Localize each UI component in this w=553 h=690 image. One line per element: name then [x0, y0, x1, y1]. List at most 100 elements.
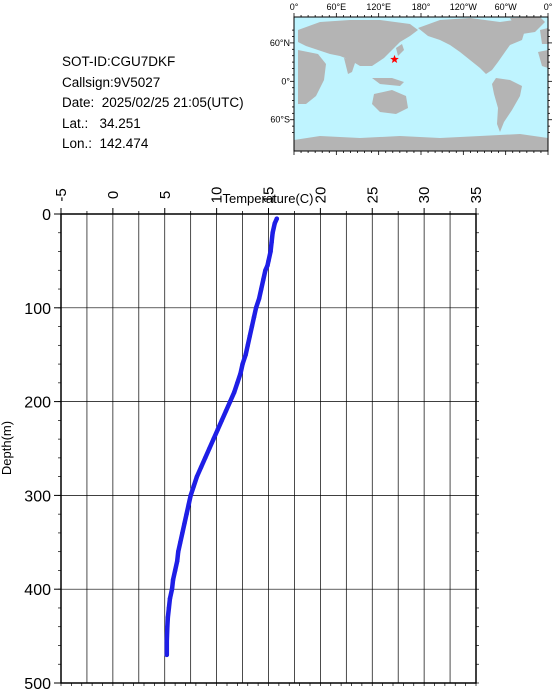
data-point: [268, 249, 273, 254]
map-lon-label: 60°E: [327, 2, 347, 12]
x-tick-label: -5: [53, 188, 70, 201]
data-point: [178, 540, 183, 545]
y-tick-label: 500: [24, 676, 51, 690]
x-tick-label: 10: [209, 187, 226, 204]
longitude-label: Lon.: 142.474: [62, 136, 149, 151]
data-point: [243, 352, 248, 357]
land-europe: [540, 28, 548, 44]
map-lon-label: 120°W: [450, 2, 478, 12]
data-point: [182, 521, 187, 526]
data-point: [188, 493, 193, 498]
data-point: [261, 277, 266, 282]
float-info-panel: SOT-ID:CGU7DKF Callsign:9V5027 Date: 202…: [62, 52, 244, 155]
land-north-america: [418, 18, 525, 74]
data-point: [207, 446, 212, 451]
world-map: 0° 60°E 120°E 180° 120°W 60°W 0° 60°N 0° 60°S: [270, 2, 553, 155]
map-lon-label: 180°: [412, 2, 431, 12]
data-point: [266, 258, 271, 264]
data-point: [259, 286, 264, 292]
data-point: [238, 371, 243, 376]
data-point: [203, 455, 208, 461]
data-point: [247, 333, 253, 339]
x-tick-label: 20: [312, 187, 329, 204]
data-point: [169, 587, 175, 592]
data-point: [164, 652, 170, 658]
map-lat-label: 0°: [281, 76, 290, 86]
land-greenland: [510, 17, 545, 34]
data-point: [256, 296, 262, 301]
land-indonesia: [372, 78, 404, 86]
y-axis: 0 100 200 300 400 500: [24, 207, 61, 690]
land-africa-west: [538, 50, 548, 68]
data-point: [194, 474, 200, 479]
data-point: [240, 361, 245, 367]
y-tick-label: 400: [24, 582, 51, 599]
map-lon-label: 120°E: [366, 2, 391, 12]
data-point: [167, 596, 173, 601]
callsign-label: Callsign:9V5027: [62, 74, 161, 90]
data-point: [270, 230, 275, 235]
date-label: Date: 2025/02/25 21:05(UTC): [62, 95, 244, 110]
land-india: [344, 58, 356, 74]
x-tick-label: 25: [364, 187, 381, 204]
data-point: [172, 568, 178, 573]
y-tick-label: 200: [24, 395, 51, 412]
data-point: [165, 624, 170, 629]
data-point: [198, 465, 204, 470]
data-point: [175, 558, 180, 564]
latitude-label: Lat.: 34.251: [62, 115, 141, 131]
data-point: [253, 305, 259, 310]
map-lat-label: 60°S: [270, 115, 290, 125]
land-japan: [396, 44, 404, 56]
land-australia: [372, 90, 408, 114]
data-point: [223, 408, 229, 414]
land-south-america: [492, 78, 522, 132]
sot-id-label: SOT-ID:CGU7DKF: [62, 54, 176, 69]
land-africa: [298, 50, 326, 104]
land-antarctica: [294, 134, 548, 151]
data-point: [164, 638, 170, 643]
x-tick-label: 30: [416, 187, 433, 204]
data-point: [176, 549, 181, 554]
data-point: [186, 502, 191, 507]
x-tick-label: 5: [157, 191, 174, 199]
map-lon-label: 0°: [290, 2, 299, 12]
data-point: [269, 239, 274, 245]
star-icon: [390, 54, 399, 64]
data-point: [191, 483, 196, 489]
chart-grid: [60, 213, 477, 684]
x-axis-label: Temperature(C): [222, 191, 313, 206]
map-marker: [390, 54, 399, 64]
map-lon-label: 60°W: [495, 2, 518, 12]
data-point: [251, 314, 257, 320]
data-point: [227, 399, 233, 404]
data-point: [180, 530, 185, 536]
y-axis-label: Depth(m): [0, 421, 14, 475]
data-point: [263, 268, 268, 273]
data-point: [165, 615, 171, 620]
land-eurasia: [298, 20, 418, 66]
data-point: [170, 577, 176, 583]
map-land: [294, 17, 548, 151]
map-lon-label: 0°: [544, 2, 553, 12]
data-point: [249, 324, 255, 329]
data-point: [215, 427, 220, 432]
data-point: [265, 263, 270, 268]
x-tick-label: 15: [261, 187, 278, 204]
data-point: [274, 216, 279, 221]
x-tick-label: 0: [105, 191, 122, 199]
x-axis: -5 0 5 10 15 20 25 30 35: [53, 187, 485, 214]
data-point: [184, 511, 189, 517]
data-point: [232, 390, 237, 395]
map-lat-label: 60°N: [270, 38, 290, 48]
x-tick-label: 35: [468, 187, 485, 204]
data-point: [272, 221, 277, 226]
y-tick-label: 300: [24, 488, 51, 505]
map-labels: 0° 60°E 120°E 180° 120°W 60°W 0° 60°N 0° 60°S: [270, 2, 553, 125]
data-point: [235, 380, 240, 386]
map-ticks: [290, 13, 552, 155]
data-point: [166, 605, 172, 611]
data-point: [211, 436, 216, 442]
y-tick-label: 100: [24, 301, 51, 318]
